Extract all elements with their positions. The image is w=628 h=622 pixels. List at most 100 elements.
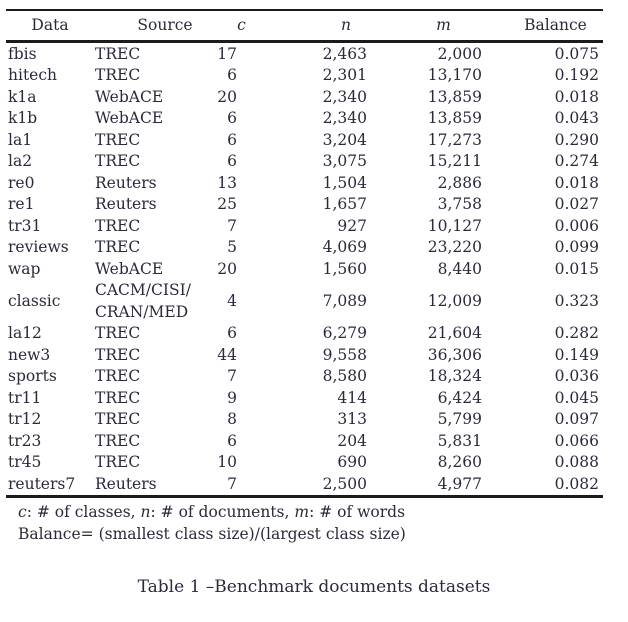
table-row: tr23 TREC 6 204 5,831 0.066 [6,431,603,453]
cell-source: Reuters [95,195,157,213]
table-row: classic CACM/CISI/CRAN/MED 4 7,089 12,009 0.3… [6,280,603,323]
cell-c: 8 [227,410,237,428]
cell-n: 414 [337,388,367,407]
cell-data: tr12 [8,410,42,428]
column-header-n: n [241,10,371,43]
cell-m: 21,604 [427,324,482,342]
table-row: reuters7 Reuters 7 2,500 4,977 0.082 [6,474,603,497]
cell-n: 2,340 [322,109,367,127]
cell-n: 9,558 [322,345,367,364]
table-footnotes: c: # of classes, n: # of documents, m: #… [18,502,406,545]
table-header-row: Data Source c n m Balance [6,10,603,43]
cell-n: 204 [337,431,367,450]
cell-m: 18,324 [427,367,482,385]
column-header-m: m [371,10,486,43]
benchmark-datasets-table: Data Source c n m Balance fbis TREC 17 2,46… [6,9,603,498]
cell-data: hitech [8,66,58,84]
cell-c: 6 [227,324,237,342]
cell-balance: 0.018 [554,173,599,192]
cell-m: 15,211 [427,152,482,170]
cell-data: tr45 [8,453,42,471]
table-row: re1 Reuters 25 1,657 3,758 0.027 [6,194,603,216]
column-header-source: Source [94,10,206,43]
cell-m: 5,799 [437,410,482,428]
cell-data: k1a [8,87,37,106]
cell-n: 1,657 [322,195,367,213]
cell-balance: 0.027 [554,195,599,213]
column-header-data: Data [6,10,94,43]
cell-balance: 0.149 [554,345,599,364]
cell-data: tr11 [8,388,42,407]
cell-source: TREC [95,152,141,170]
table-row: la12 TREC 6 6,279 21,604 0.282 [6,323,603,345]
cell-c: 13 [217,173,237,192]
cell-m: 36,306 [427,345,482,364]
cell-m: 10,127 [427,216,482,235]
cell-m: 13,859 [427,109,482,127]
cell-c: 6 [227,130,237,149]
cell-c: 10 [217,453,237,471]
cell-source: TREC [95,44,141,63]
cell-n: 690 [337,453,367,471]
cell-n: 3,204 [322,130,367,149]
cell-source: Reuters [95,173,157,192]
cell-n: 3,075 [322,152,367,170]
cell-balance: 0.192 [554,66,599,84]
cell-c: 25 [217,195,237,213]
cell-balance: 0.323 [554,291,599,310]
cell-balance: 0.036 [554,367,599,385]
cell-c: 7 [227,367,237,385]
cell-source: TREC [95,453,141,471]
cell-balance: 0.043 [554,109,599,127]
cell-data: re1 [8,195,35,213]
math-variable: m [294,503,310,521]
cell-n: 6,279 [322,324,367,342]
table-row: k1a WebACE 20 2,340 13,859 0.018 [6,87,603,109]
cell-source: TREC [95,367,141,385]
cell-balance: 0.045 [554,388,599,407]
cell-c: 6 [227,109,237,127]
cell-n: 4,069 [322,238,367,256]
cell-data: tr31 [8,216,42,235]
cell-m: 12,009 [427,291,482,310]
cell-c: 20 [217,87,237,106]
cell-c: 17 [217,44,237,63]
footnote-variable-legend: c: # of classes, n: # of documents, m: #… [18,502,406,524]
cell-m: 3,758 [437,195,482,213]
cell-c: 6 [227,431,237,450]
cell-source: TREC [95,238,141,256]
cell-n: 2,463 [322,44,367,63]
math-variable: c [18,503,27,521]
table-row: tr12 TREC 8 313 5,799 0.097 [6,409,603,431]
cell-source: Reuters [95,474,157,493]
cell-data: wap [8,259,41,278]
cell-data: reviews [8,238,69,256]
cell-m: 13,859 [427,87,482,106]
cell-balance: 0.066 [554,431,599,450]
cell-data: new3 [8,345,51,364]
footnote-text: : # of classes, [26,503,141,521]
cell-c: 4 [227,291,237,310]
cell-c: 44 [217,345,237,364]
cell-m: 23,220 [427,238,482,256]
cell-balance: 0.097 [554,410,599,428]
cell-n: 313 [337,410,367,428]
cell-data: tr23 [8,431,42,450]
footnote-balance-definition: Balance= (smallest class size)/(largest … [18,524,406,543]
cell-source: TREC [95,324,141,342]
footnote-text: : # of documents, [150,503,295,521]
cell-data: la12 [8,324,42,342]
table-caption: Table 1 –Benchmark documents datasets [137,577,491,597]
cell-source: TREC [95,431,141,450]
cell-source: TREC [95,66,141,84]
cell-n: 1,560 [322,259,367,278]
cell-balance: 0.006 [554,216,599,235]
cell-m: 4,977 [437,474,482,493]
cell-c: 5 [227,238,237,256]
table-row: sports TREC 7 8,580 18,324 0.036 [6,366,603,388]
cell-data: la2 [8,152,33,170]
table-row: reviews TREC 5 4,069 23,220 0.099 [6,237,603,259]
table-row: tr11 TREC 9 414 6,424 0.045 [6,388,603,410]
cell-m: 2,000 [437,44,482,63]
